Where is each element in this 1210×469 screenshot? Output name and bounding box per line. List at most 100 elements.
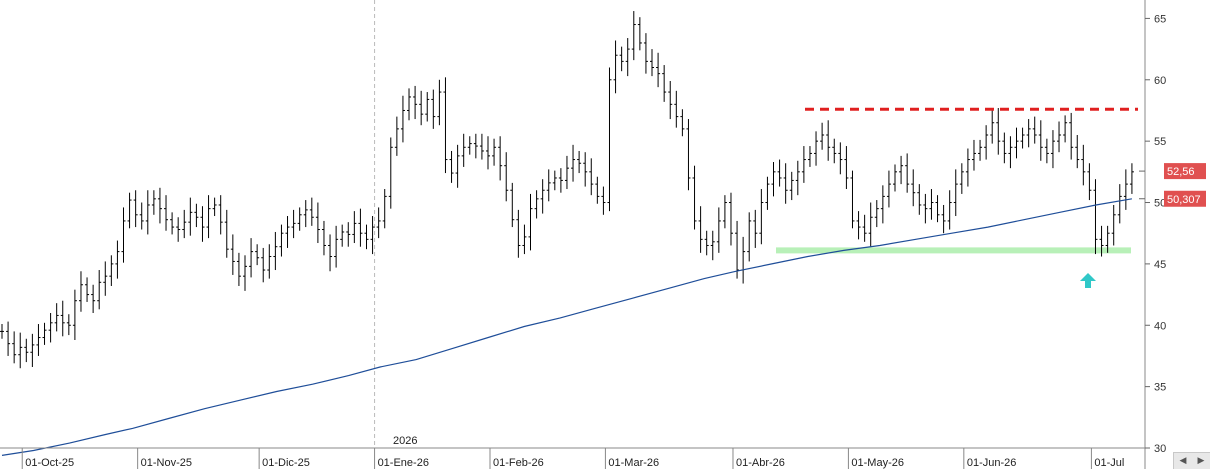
price-bar <box>978 139 983 161</box>
price-bar <box>139 202 144 230</box>
price-bar <box>935 195 940 223</box>
price-bar <box>66 314 71 336</box>
price-bar <box>528 193 533 251</box>
price-bar <box>540 179 545 214</box>
price-bar <box>650 49 655 77</box>
price-bar <box>18 332 23 369</box>
x-tick-label: 01-Oct-25 <box>25 457 74 469</box>
price-bar <box>236 252 241 286</box>
price-bar <box>1117 184 1122 224</box>
price-bar <box>443 77 448 174</box>
price-bar <box>1111 204 1116 246</box>
price-bar <box>467 136 472 155</box>
price-bar <box>704 230 709 256</box>
year-label: 2026 <box>393 435 417 447</box>
price-bar <box>899 155 904 185</box>
support-band <box>776 247 1131 254</box>
price-bar <box>965 148 970 187</box>
price-bar <box>832 138 837 164</box>
price-bar <box>242 255 247 291</box>
price-bar <box>789 171 794 201</box>
price-bar <box>558 168 563 193</box>
price-bar <box>218 195 223 235</box>
ma-value-tag-text: 50,307 <box>1167 194 1201 206</box>
price-bar <box>753 209 758 248</box>
price-bar <box>291 209 296 239</box>
price-bar <box>388 137 393 209</box>
price-bar <box>953 169 958 217</box>
price-bar <box>1063 115 1068 143</box>
price-bar <box>893 164 898 192</box>
price-bar <box>30 333 35 367</box>
y-tick-label: 65 <box>1154 13 1166 25</box>
price-bar <box>674 90 679 128</box>
price-bar <box>698 206 703 253</box>
scroll-controls[interactable]: ◀ ▶ <box>1173 452 1210 469</box>
price-bar <box>1044 138 1049 164</box>
price-tags: 52,56 50,307 <box>1139 163 1206 207</box>
price-bar <box>0 324 4 339</box>
price-bar <box>261 247 266 283</box>
price-bar <box>249 238 254 278</box>
price-bar <box>619 46 624 72</box>
price-bar <box>328 234 333 272</box>
price-bar <box>12 331 17 364</box>
price-bar <box>431 89 436 129</box>
price-bar <box>224 209 229 258</box>
price-bar <box>1099 225 1104 257</box>
price-bar <box>911 169 916 207</box>
price-bar <box>91 284 96 313</box>
price-bar <box>267 244 272 279</box>
scroll-left-icon[interactable]: ◀ <box>1179 456 1187 466</box>
price-bar <box>844 146 849 190</box>
price-bar <box>340 224 345 247</box>
price-bar <box>862 214 867 242</box>
price-bar <box>54 303 59 332</box>
price-bar <box>637 17 642 51</box>
price-bar <box>1050 130 1055 169</box>
price-bar <box>437 79 442 126</box>
x-tick-label: 01-Abr-26 <box>736 457 785 469</box>
x-tick-label: 01-Dic-25 <box>262 457 310 469</box>
price-bar <box>255 244 260 266</box>
price-bar <box>595 176 600 204</box>
price-bar <box>552 170 557 191</box>
price-bar <box>662 65 667 102</box>
y-tick-label: 55 <box>1154 136 1166 148</box>
price-bars <box>0 11 1134 369</box>
price-bar <box>188 197 193 236</box>
y-tick-label: 40 <box>1154 320 1166 332</box>
price-bar <box>801 146 806 183</box>
price-bar <box>72 289 77 340</box>
price-bar <box>923 193 928 224</box>
x-tick-label: 01-Jun-26 <box>967 457 1017 469</box>
price-bar <box>929 189 934 220</box>
price-bar <box>571 144 576 182</box>
price-bar <box>504 152 509 202</box>
price-bar <box>668 81 673 120</box>
y-tick-label: 30 <box>1154 443 1166 455</box>
price-bar <box>206 195 211 239</box>
price-bar <box>230 234 235 275</box>
price-bar <box>814 131 819 166</box>
x-tick-label: 01-Feb-26 <box>493 457 544 469</box>
price-bar <box>1002 132 1007 164</box>
price-bar <box>807 146 812 167</box>
price-bar <box>127 192 132 229</box>
price-bar <box>680 109 685 137</box>
price-bar <box>42 322 47 345</box>
price-bar <box>370 216 375 255</box>
price-bar <box>759 189 764 245</box>
price-bar <box>492 138 497 166</box>
price-bar <box>1105 225 1110 253</box>
scroll-right-icon[interactable]: ▶ <box>1197 456 1205 466</box>
y-tick-label: 50 <box>1154 198 1166 210</box>
price-bar <box>874 200 879 228</box>
price-bar <box>151 190 156 215</box>
price-bar <box>1069 112 1074 160</box>
price-bar <box>996 108 1001 155</box>
moving-average <box>1 198 1133 456</box>
price-bar <box>473 133 478 159</box>
